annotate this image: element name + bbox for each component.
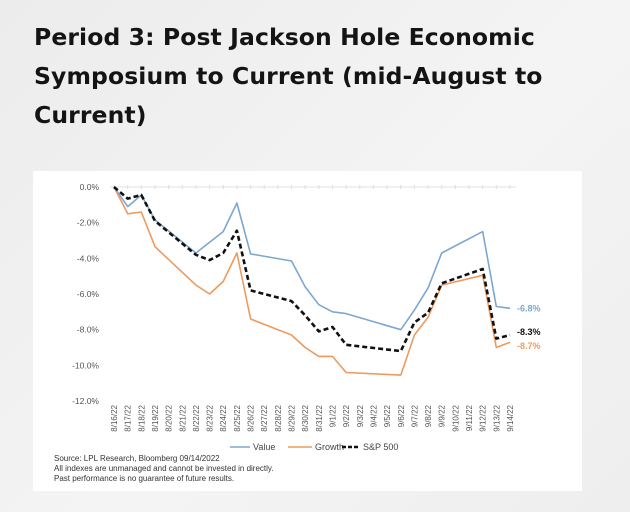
x-tick-label: 8/16/22 [110,404,119,431]
y-tick-label: -10.0% [72,360,99,370]
series-lines [113,186,511,376]
x-tick-label: 8/18/22 [137,404,146,431]
x-tick-label: 9/5/22 [383,404,392,427]
x-tick-label: 8/25/22 [233,404,242,431]
x-axis: 8/16/22 8/17/22 8/18/22 8/19/22 8/20/22 8/21/… [110,185,516,432]
y-axis: 0.0% -2.0% -4.0% -6.0% -8.0% -10.0% -12.0% [72,182,99,406]
chart-card: 0.0% -2.0% -4.0% -6.0% -8.0% -10.0% -12.0% 8/1… [33,171,582,491]
legend-label: Growth [315,442,344,452]
page-title: Period 3: Post Jackson Hole Economic Sym… [34,23,543,129]
x-tick-label: 8/19/22 [151,404,160,431]
y-tick-label: -8.0% [77,325,100,335]
x-tick-label: 9/11/22 [465,404,474,431]
legend-label: Value [253,442,275,452]
series-line-value [113,186,511,331]
x-tick-label: 9/2/22 [342,404,351,427]
y-tick-label: -4.0% [77,253,100,263]
x-tick-label: 9/14/22 [506,404,515,431]
y-tick-label: -12.0% [72,396,99,406]
x-tick-label: 9/10/22 [451,404,460,431]
x-tick-label: 8/20/22 [165,404,174,431]
y-tick-label: -2.0% [77,218,100,228]
x-tick-label: 9/13/22 [492,404,501,431]
x-tick-label: 8/27/22 [260,404,269,431]
series-line-s-p-500 [113,186,511,353]
x-tick-label: 8/21/22 [178,404,187,431]
end-labels: -6.8% -8.7% -8.3% [517,303,541,351]
x-tick-label: 9/8/22 [424,404,433,427]
x-tick-label: 8/22/22 [192,404,201,431]
x-tick-label: 8/24/22 [219,404,228,431]
x-tick-label: 9/12/22 [479,404,488,431]
x-tick-label: 8/28/22 [274,404,283,431]
x-tick-label: 9/3/22 [356,404,365,427]
y-tick-label: -6.0% [77,289,100,299]
x-tick-label: 8/31/22 [315,404,324,431]
x-tick-label: 8/29/22 [288,404,297,431]
x-tick-label: 9/9/22 [438,404,447,427]
disclaimer-note: All indexes are unmanaged and cannot be … [54,464,274,473]
line-chart: 0.0% -2.0% -4.0% -6.0% -8.0% -10.0% -12.0% 8/1… [72,182,541,452]
x-tick-label: 8/23/22 [206,404,215,431]
x-tick-label: 8/26/22 [247,404,256,431]
legend-label: S&P 500 [363,442,398,452]
performance-note: Past performance is no guarantee of futu… [54,474,235,483]
source-note: Source: LPL Research, Bloomberg 09/14/20… [54,454,220,463]
end-label-growth: -8.7% [517,341,541,351]
y-tick-label: 0.0% [80,182,100,192]
end-label-s-p-500: -8.3% [517,327,541,337]
x-tick-label: 8/30/22 [301,404,310,431]
legend: Value Growth S&P 500 [230,442,398,452]
x-tick-label: 9/7/22 [410,404,419,427]
x-tick-label: 9/6/22 [397,404,406,427]
x-tick-label: 8/17/22 [124,404,133,431]
x-tick-label: 9/1/22 [328,404,337,427]
end-label-value: -6.8% [517,303,541,313]
x-tick-label: 9/4/22 [369,404,378,427]
